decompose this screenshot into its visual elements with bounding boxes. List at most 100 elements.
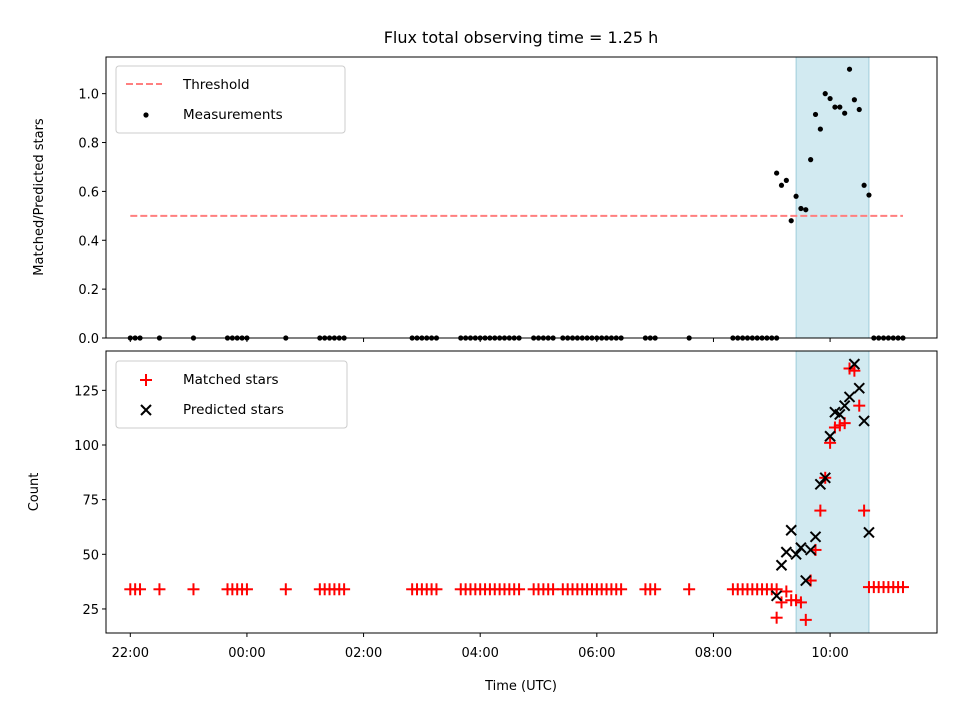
predicted-star-point (770, 590, 783, 602)
matched-star-point (775, 596, 788, 609)
x-tick-label: 10:00 (811, 646, 848, 661)
matched-star-point (649, 583, 662, 596)
measurement-point (842, 110, 848, 116)
measurement-point (817, 126, 823, 132)
matched-star-point (770, 583, 783, 596)
predicted-star-point (819, 472, 831, 484)
bottom-observing-window (795, 350, 870, 634)
top-legend: Threshold Measurements (115, 65, 346, 134)
measurement-point (822, 91, 828, 97)
bottom-legend: Matched stars Predicted stars (115, 360, 348, 429)
matched-star-point (279, 583, 292, 596)
predicted-star-point (843, 391, 856, 403)
predicted-star-point (848, 358, 861, 370)
top-axes-frame (105, 56, 938, 339)
bottom-plot-area (124, 358, 909, 626)
matched-star-point (896, 581, 909, 594)
measurement-point (788, 218, 794, 224)
bottom-y-axis-label: Count (27, 473, 42, 512)
bottom-panel: 25 50 75 100 125 22:00 00:00 02:00 04:00 06:00 08… (27, 350, 938, 694)
x-tick-label: 00:00 (228, 646, 265, 661)
top-plot-area (127, 66, 906, 341)
predicted-star-point (809, 531, 822, 543)
measurement-point (827, 95, 833, 102)
measurement-point (812, 111, 819, 118)
predicted-star-point (863, 526, 875, 539)
matched-star-point (615, 583, 628, 596)
predicted-star-point (800, 574, 812, 587)
top-y-tick-label: 0.0 (78, 332, 99, 347)
predicted-star-point (834, 408, 846, 421)
matched-star-point (683, 583, 696, 596)
x-tick-label: 04:00 (461, 646, 498, 661)
predicted-star-point (824, 430, 836, 442)
measurement-point (837, 104, 843, 110)
bottom-x-ticks: 22:00 00:00 02:00 04:00 06:00 08:00 10:00 (112, 633, 849, 661)
x-tick-label: 22:00 (112, 646, 149, 661)
bottom-y-tick-label: 100 (74, 439, 99, 454)
bottom-y-tick-label: 50 (82, 548, 99, 563)
matched-star-point (858, 504, 871, 517)
measurement-point (851, 97, 857, 103)
top-y-axis-label: Matched/Predicted stars (32, 118, 47, 276)
top-y-tick-label: 0.4 (78, 234, 99, 249)
top-observing-window (795, 56, 870, 339)
matched-star-point (430, 583, 443, 596)
matched-star-point (770, 611, 783, 624)
bottom-y-tick-label: 25 (82, 603, 99, 618)
top-y-tick-label: 1.0 (78, 88, 99, 103)
predicted-star-point (790, 548, 802, 561)
predicted-star-point (853, 382, 865, 394)
measurements-legend-swatch (143, 112, 149, 118)
predicted-star-point (814, 478, 827, 491)
matched-star-point (187, 583, 200, 596)
top-y-tick-label: 0.2 (78, 283, 99, 298)
matched-star-point (780, 585, 793, 598)
matched-star-point (240, 583, 253, 596)
measurement-point (866, 192, 872, 198)
matched-star-point (338, 583, 351, 596)
x-tick-label: 08:00 (695, 646, 732, 661)
bottom-y-ticks: 25 50 75 100 125 (74, 384, 106, 618)
measurement-point (778, 182, 785, 188)
measurement-point (783, 177, 789, 183)
measurements-legend-label: Measurements (183, 107, 283, 123)
top-panel: 0.0 0.2 0.4 0.6 0.8 1.0 Matched/Predicted sta… (32, 56, 938, 347)
matched-star-point (153, 583, 166, 596)
x-tick-label: 06:00 (578, 646, 615, 661)
predicted-star-point (780, 546, 793, 558)
matched-star-point (848, 364, 861, 377)
measurement-point (808, 157, 814, 163)
predicted-star-point (795, 542, 807, 554)
top-y-tick-label: 0.6 (78, 185, 99, 200)
x-tick-label: 02:00 (345, 646, 382, 661)
top-x-ticks (129, 338, 831, 342)
bottom-y-tick-label: 125 (74, 384, 99, 399)
matched-star-point (134, 583, 147, 596)
top-y-ticks: 0.0 0.2 0.4 0.6 0.8 1.0 (78, 88, 106, 347)
predicted-star-point (858, 415, 870, 427)
matched-legend-label: Matched stars (183, 372, 279, 388)
measurement-point (846, 66, 853, 72)
predicted-star-point (804, 544, 817, 556)
top-legend-box (115, 65, 346, 134)
x-axis-label: Time (UTC) (484, 679, 557, 694)
measurement-point (856, 106, 862, 113)
measurement-point (832, 104, 838, 110)
measurement-point (793, 193, 799, 199)
predicted-star-point (775, 559, 788, 571)
matched-star-point (814, 504, 827, 517)
bottom-legend-box (115, 360, 348, 429)
predicted-legend-swatch (140, 404, 152, 416)
chart-title: Flux total observing time = 1.25 h (384, 28, 659, 47)
matched-star-point (853, 399, 866, 412)
top-y-tick-label: 0.8 (78, 137, 99, 152)
measurement-point (861, 182, 867, 188)
predicted-legend-label: Predicted stars (183, 402, 284, 418)
matched-legend-swatch (140, 374, 152, 386)
matched-star-point (513, 583, 526, 596)
threshold-legend-label: Threshold (182, 77, 250, 93)
predicted-star-point (838, 399, 851, 412)
matched-star-point (799, 613, 812, 626)
